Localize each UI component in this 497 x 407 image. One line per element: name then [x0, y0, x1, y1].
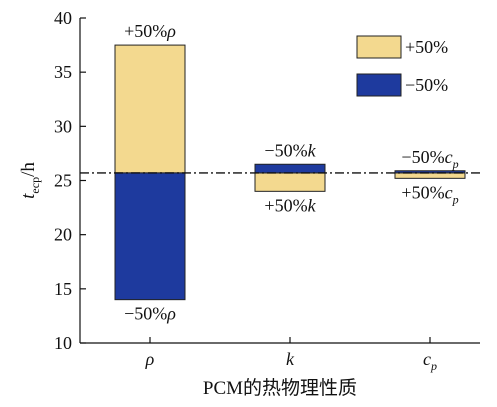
bar-label-prefix: +50% — [264, 195, 307, 215]
bar-label-plus-0: +50%ρ — [124, 21, 176, 41]
bar-label-prefix: +50% — [124, 21, 167, 41]
x-tick-symbol: ρ — [145, 349, 155, 369]
axis-titles: tecp/h PCM的热物理性质 — [18, 162, 357, 399]
y-axis-title-subscript: ecp — [28, 177, 42, 194]
legend: +50% −50% — [356, 35, 448, 97]
y-tick-label: 10 — [54, 333, 72, 353]
y-axis-title: tecp/h — [18, 162, 42, 199]
bar-label-symbol: k — [308, 140, 317, 160]
bar-label-symbol: k — [308, 195, 317, 215]
bar-label-minus-1: −50%k — [264, 140, 316, 160]
legend-label-1: −50% — [405, 75, 448, 95]
x-axis-title: PCM的热物理性质 — [203, 377, 357, 399]
y-axis-title-unit: /h — [18, 162, 39, 177]
bar-label-symbol: ρ — [166, 21, 176, 41]
y-tick-label: 30 — [54, 116, 72, 136]
bar-label-symbol: c — [445, 182, 453, 202]
x-tick-symbol: c — [423, 349, 431, 369]
legend-label-0: +50% — [405, 37, 448, 57]
bar-plus-1 — [254, 172, 326, 192]
bar-label-subscript: p — [452, 192, 459, 206]
bar-minus-0 — [114, 172, 186, 301]
bar-label-plus-1: +50%k — [264, 195, 316, 215]
legend-swatch-1 — [356, 73, 402, 97]
x-tick-label-1: k — [286, 349, 295, 369]
bar-label-subscript: p — [452, 157, 459, 171]
y-axis-title-main: t — [18, 193, 39, 199]
bar-minus-1 — [254, 163, 326, 174]
y-tick-label: 20 — [54, 225, 72, 245]
plot-area: +50%ρ+50%k+50%cp−50%ρ−50%k −50%cp — [80, 21, 480, 324]
x-tick-subscript: p — [430, 359, 437, 373]
bar-plus-2 — [394, 172, 466, 179]
legend-swatch-0 — [356, 35, 402, 59]
x-tick-label-2: cp — [423, 349, 437, 373]
y-tick-label: 35 — [54, 62, 72, 82]
bar-label-symbol: ρ — [166, 304, 176, 324]
y-tick-label: 15 — [54, 279, 72, 299]
bar-label-minus-2: −50%cp — [401, 147, 458, 171]
x-tick-symbol: k — [286, 349, 295, 369]
x-tick-label-0: ρ — [145, 349, 155, 369]
y-tick-label: 25 — [54, 171, 72, 191]
bar-minus-2 — [394, 170, 466, 174]
bar-label-prefix: −50% — [124, 304, 167, 324]
bar-label-prefix: +50% — [401, 182, 444, 202]
bar-label-minus-0: −50%ρ — [124, 304, 176, 324]
bar-plus-0 — [114, 44, 186, 174]
bar-label-prefix: −50% — [401, 147, 444, 167]
bar-label-plus-2: +50%cp — [401, 182, 458, 206]
bar-label-symbol: c — [445, 147, 453, 167]
bar-label-prefix: −50% — [264, 140, 307, 160]
y-tick-label: 40 — [54, 8, 72, 28]
